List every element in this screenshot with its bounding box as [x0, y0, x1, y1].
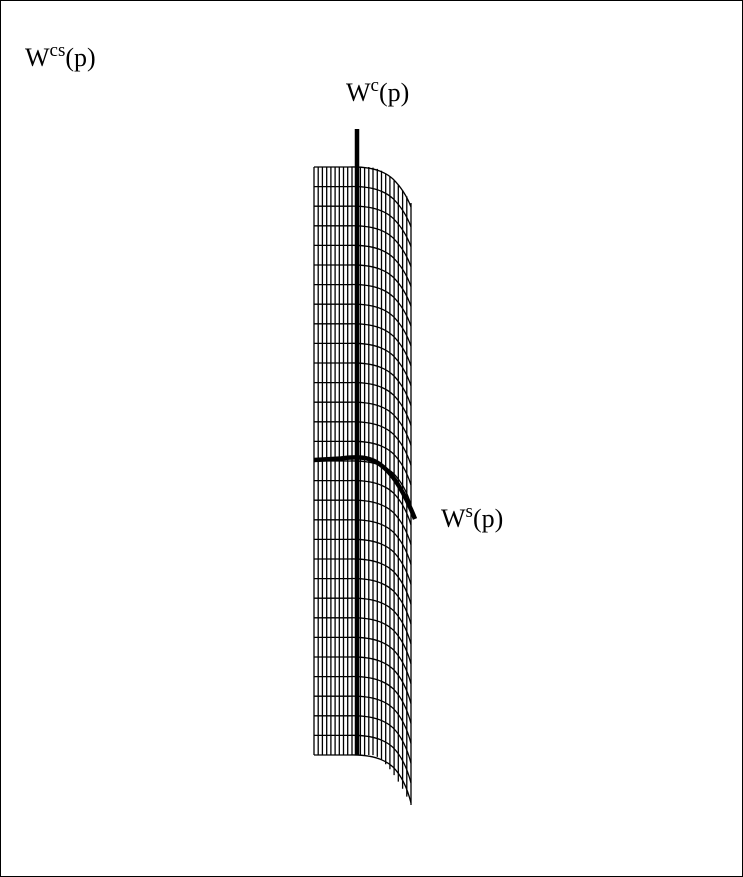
surface-horizontal-curve	[314, 597, 412, 645]
surface-horizontal-curve	[314, 695, 412, 744]
surface-horizontal-curve	[314, 675, 412, 724]
surface-horizontal-curve	[314, 636, 412, 684]
surface-horizontal-curve	[314, 479, 412, 526]
surface-horizontal-curve	[314, 401, 412, 446]
surface-horizontal-curve	[314, 519, 412, 565]
surface-horizontal-curve	[314, 362, 412, 406]
surface-horizontal-curve	[314, 558, 412, 605]
surface-horizontal-curve	[314, 244, 412, 287]
surface-horizontal-curve	[314, 460, 412, 506]
surface-grid-horizontal-lines	[314, 166, 412, 804]
surface-horizontal-curve	[314, 185, 412, 228]
surface-horizontal-curve	[314, 264, 412, 307]
surface-horizontal-curve	[314, 617, 412, 665]
surface-horizontal-curve	[314, 381, 412, 426]
surface-horizontal-curve	[314, 225, 412, 267]
surface-horizontal-curve	[314, 421, 412, 466]
surface-horizontal-curve	[314, 734, 412, 784]
surface-horizontal-curve	[314, 440, 412, 486]
surface-horizontal-curve	[314, 577, 412, 625]
center-stable-manifold-label: Wcs(p)	[25, 40, 96, 72]
center-manifold-label: Wc(p)	[346, 75, 410, 107]
surface-horizontal-curve	[314, 323, 412, 367]
surface-horizontal-curve	[314, 166, 412, 208]
surface-horizontal-curve	[314, 656, 412, 704]
surface-horizontal-curve	[314, 205, 412, 247]
stable-manifold-curve	[313, 455, 418, 520]
stable-manifold-label: Ws(p)	[441, 501, 504, 533]
surface-horizontal-curve	[314, 283, 412, 327]
surface-horizontal-curve	[314, 303, 412, 347]
surface-horizontal-curve	[314, 715, 412, 764]
surface-horizontal-curve	[314, 342, 412, 387]
surface-horizontal-curve	[314, 499, 412, 545]
surface-horizontal-curve	[314, 754, 412, 804]
surface-horizontal-curve	[314, 538, 412, 585]
